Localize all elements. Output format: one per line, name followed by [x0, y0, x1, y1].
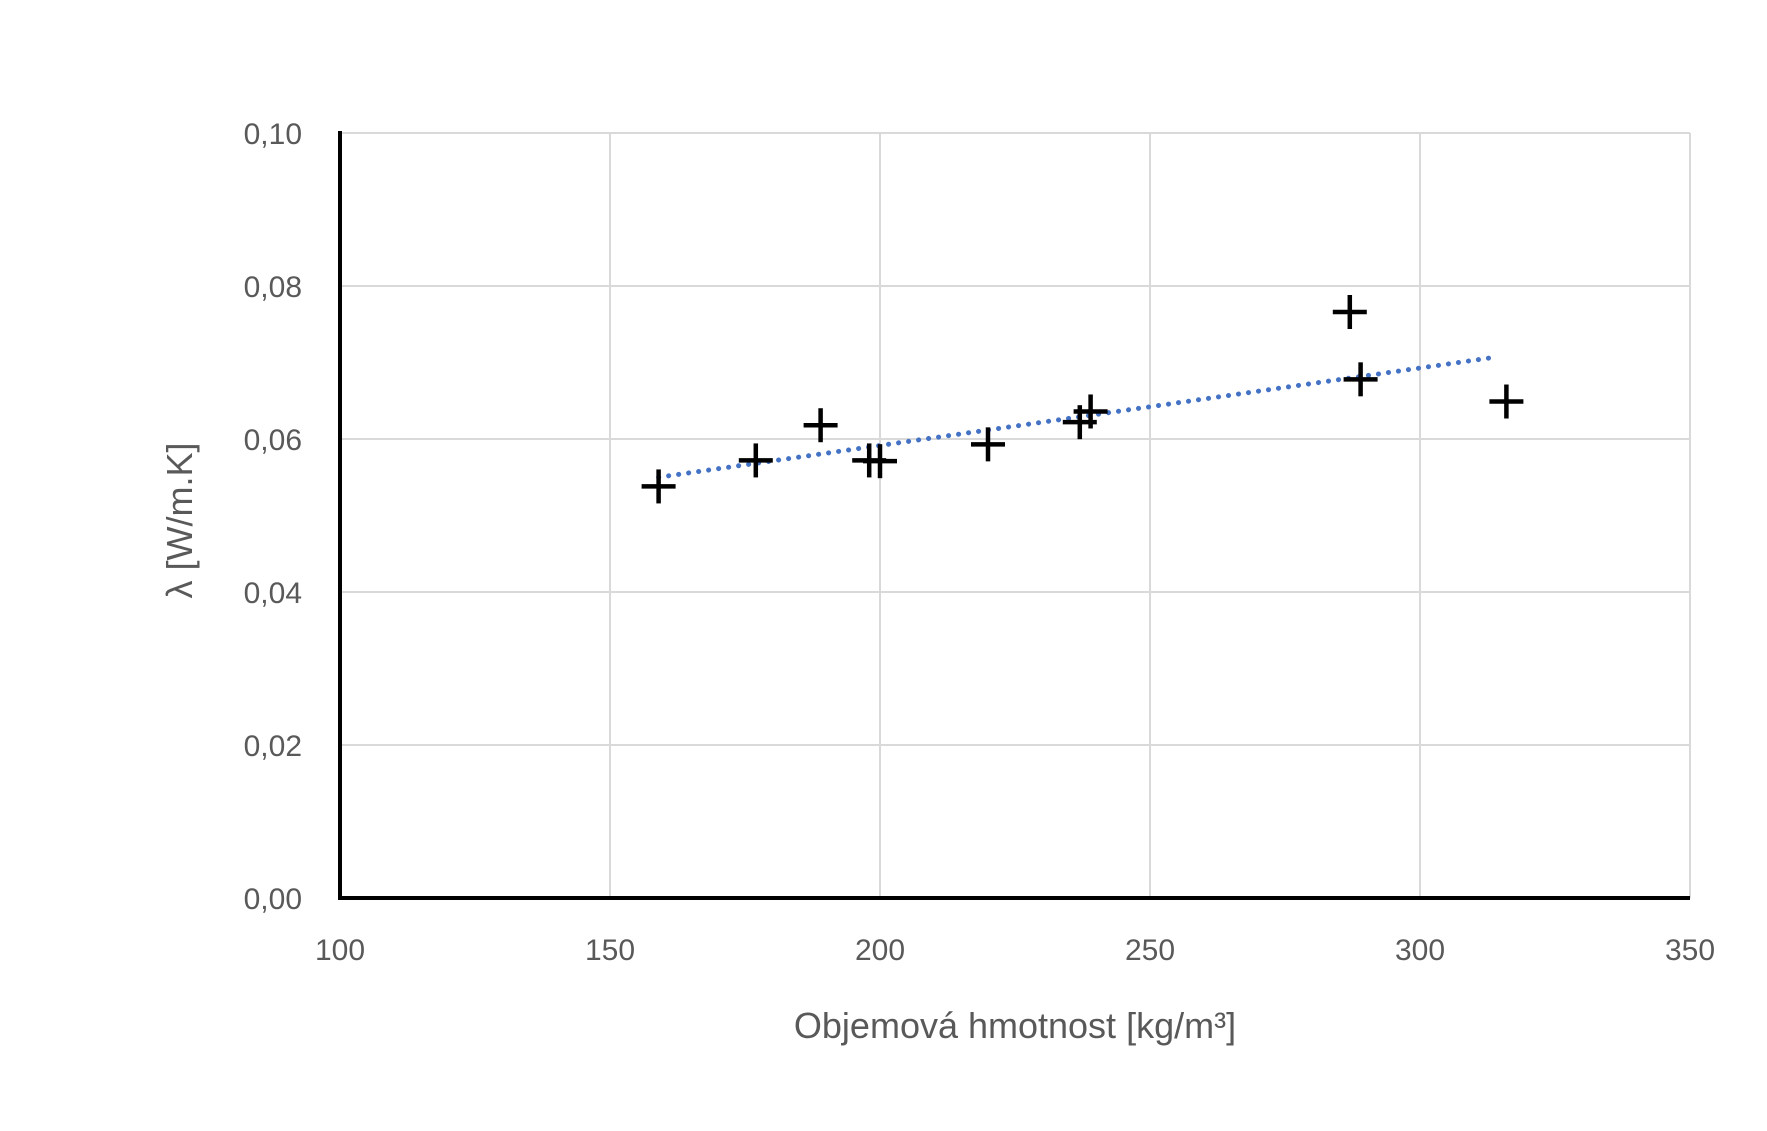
- x-axis-title: Objemová hmotnost [kg/m³]: [794, 1005, 1236, 1046]
- axes: [338, 131, 1690, 900]
- data-point-marker: [1073, 394, 1108, 429]
- data-point-marker: [1489, 384, 1524, 419]
- data-point-marker: [803, 408, 838, 443]
- x-tick-label: 250: [1125, 934, 1175, 967]
- y-tick-label: 0,04: [244, 577, 302, 610]
- x-tick-label: 300: [1395, 934, 1445, 967]
- x-tick-label: 150: [585, 934, 635, 967]
- data-point-marker: [1332, 295, 1367, 330]
- y-axis-title: λ [W/m.K]: [159, 443, 200, 599]
- data-point-marker: [738, 443, 773, 478]
- x-tick-label: 200: [855, 934, 905, 967]
- tick-labels: 0,00 0,02 0,04 0,06 0,08 0,10 100 150 200 250 300 3…: [244, 118, 1715, 967]
- y-tick-label: 0,00: [244, 883, 302, 916]
- y-tick-label: 0,10: [244, 118, 302, 151]
- data-point-marker: [863, 444, 897, 479]
- y-tick-label: 0,02: [244, 730, 302, 763]
- linear-trendline: [656, 354, 1499, 480]
- trendline-layer: [656, 354, 1499, 480]
- x-tick-label: 350: [1665, 934, 1715, 967]
- data-point-marker: [971, 427, 1005, 462]
- y-tick-label: 0,06: [244, 424, 302, 457]
- data-points: [641, 295, 1524, 504]
- data-point-marker: [641, 469, 676, 504]
- y-tick-label: 0,08: [244, 271, 302, 304]
- x-tick-label: 100: [315, 934, 365, 967]
- grid: [340, 132, 1691, 898]
- data-point-marker: [1343, 362, 1378, 397]
